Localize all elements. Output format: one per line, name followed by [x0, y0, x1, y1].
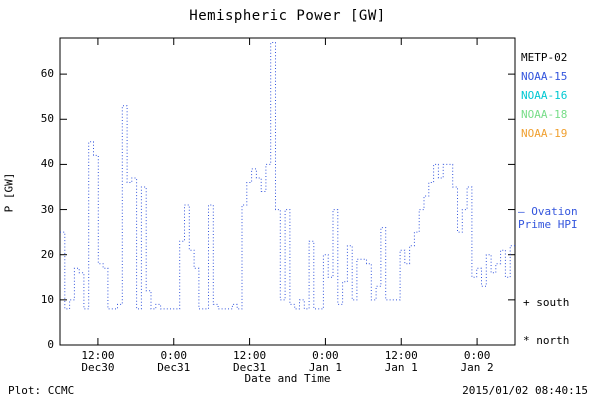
- x-tick-date: Dec31: [157, 361, 191, 374]
- legend-item-noaa-16: NOAA-16: [521, 89, 568, 102]
- y-tick-label: 0: [47, 338, 54, 351]
- x-tick-time: 12:00: [233, 349, 267, 362]
- legend-marker-south: + south: [523, 296, 570, 309]
- y-tick-label: 20: [40, 247, 54, 261]
- legend-item-metp-02: METP-02: [521, 51, 568, 64]
- timestamp: 2015/01/02 08:40:15: [462, 384, 588, 397]
- chart-title: Hemispheric Power [GW]: [189, 8, 386, 24]
- legend-item-noaa-18: NOAA-18: [521, 108, 568, 121]
- x-tick-label: 12:00 Jan 1: [371, 350, 431, 374]
- x-tick-label: 12:00 Dec31: [220, 350, 280, 374]
- x-tick-date: Jan 1: [308, 361, 342, 374]
- legend-item-noaa-19: NOAA-19: [521, 127, 568, 140]
- legend-ovation-line1: — Ovation: [518, 205, 578, 218]
- x-tick-time: 0:00: [463, 349, 491, 362]
- legend-item-noaa-15: NOAA-15: [521, 70, 568, 83]
- legend-ovation-line2: Prime HPI: [518, 218, 578, 231]
- x-tick-label: 0:00 Jan 1: [295, 350, 355, 374]
- x-tick-time: 0:00: [160, 349, 188, 362]
- x-tick-date: Dec30: [81, 361, 115, 374]
- y-tick-label: 40: [40, 157, 54, 171]
- x-tick-label: 0:00 Dec31: [144, 350, 204, 374]
- hpi-step-line: [60, 42, 515, 310]
- x-tick-time: 0:00: [312, 349, 339, 362]
- y-tick-label: 30: [40, 202, 54, 216]
- x-tick-date: Jan 1: [384, 361, 418, 374]
- y-tick-label: 10: [40, 292, 54, 306]
- plot-border: [59, 37, 516, 346]
- x-axis-label: Date and Time: [244, 372, 331, 385]
- x-tick-time: 12:00: [384, 349, 418, 362]
- x-tick-label: 12:00 Dec30: [68, 350, 128, 374]
- x-tick-label: 0:00 Jan 2: [447, 350, 507, 374]
- y-tick-label: 60: [40, 67, 54, 81]
- x-tick-time: 12:00: [81, 349, 115, 362]
- satellite-legend: METP-02 NOAA-15 NOAA-16 NOAA-18 NOAA-19: [521, 48, 567, 143]
- plot-source: Plot: CCMC: [8, 384, 75, 397]
- legend-ovation-hpi: — Ovation Prime HPI: [518, 205, 578, 231]
- y-tick-label: 50: [40, 112, 54, 126]
- x-tick-date: Dec31: [233, 361, 267, 374]
- x-tick-date: Jan 2: [460, 361, 494, 374]
- legend-marker-north: * north: [523, 334, 570, 347]
- y-axis-label: P [GW]: [2, 172, 16, 213]
